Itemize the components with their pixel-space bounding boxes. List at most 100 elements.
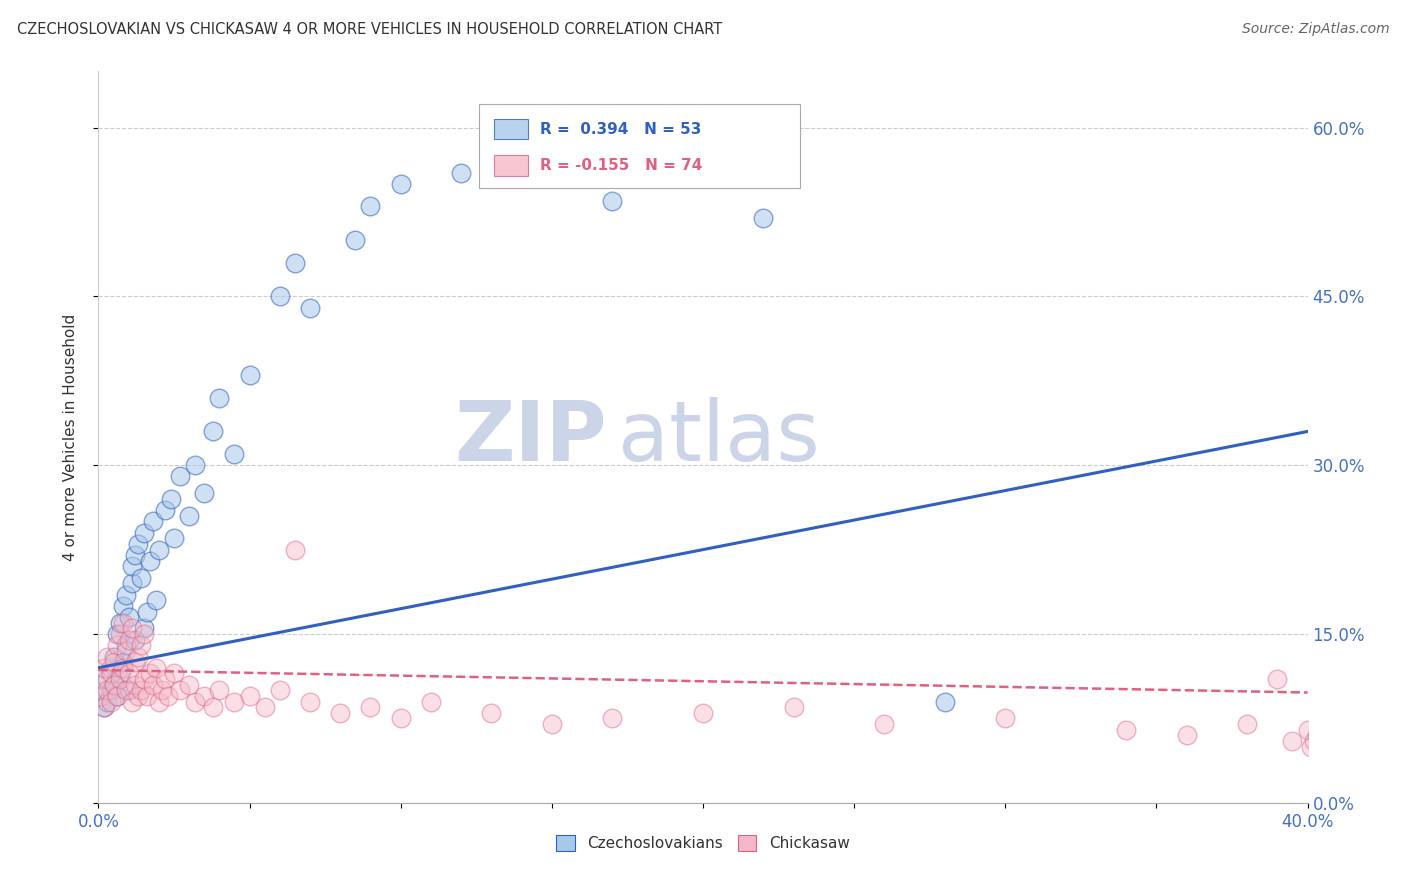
Point bbox=[160, 491, 183, 506]
Point bbox=[481, 706, 503, 720]
Point bbox=[873, 717, 896, 731]
Point bbox=[299, 301, 322, 315]
Point bbox=[121, 559, 143, 574]
Point bbox=[124, 548, 146, 562]
Point bbox=[127, 649, 149, 664]
Point bbox=[96, 694, 118, 708]
Point bbox=[105, 627, 128, 641]
Point bbox=[1115, 723, 1137, 737]
Point bbox=[105, 638, 128, 652]
Point bbox=[145, 661, 167, 675]
Point bbox=[934, 694, 956, 708]
Point bbox=[132, 627, 155, 641]
Point bbox=[118, 632, 141, 647]
Point bbox=[299, 694, 322, 708]
Point bbox=[114, 644, 136, 658]
Point bbox=[202, 700, 225, 714]
Point bbox=[129, 571, 152, 585]
FancyBboxPatch shape bbox=[494, 155, 527, 176]
Point bbox=[111, 615, 134, 630]
Point bbox=[93, 700, 115, 714]
Point bbox=[105, 689, 128, 703]
Point bbox=[108, 666, 131, 681]
Point bbox=[145, 593, 167, 607]
Point bbox=[450, 166, 472, 180]
Point bbox=[602, 194, 624, 208]
Legend: Czechoslovakians, Chickasaw: Czechoslovakians, Chickasaw bbox=[550, 830, 856, 857]
Text: R = -0.155   N = 74: R = -0.155 N = 74 bbox=[540, 158, 702, 173]
Point bbox=[994, 711, 1017, 725]
Text: Source: ZipAtlas.com: Source: ZipAtlas.com bbox=[1241, 22, 1389, 37]
Point bbox=[148, 542, 170, 557]
Point bbox=[103, 649, 125, 664]
Point bbox=[1302, 734, 1324, 748]
Text: R =  0.394   N = 53: R = 0.394 N = 53 bbox=[540, 121, 702, 136]
Point bbox=[344, 233, 367, 247]
Point bbox=[90, 689, 112, 703]
Point bbox=[208, 683, 231, 698]
Point bbox=[129, 683, 152, 698]
Text: CZECHOSLOVAKIAN VS CHICKASAW 4 OR MORE VEHICLES IN HOUSEHOLD CORRELATION CHART: CZECHOSLOVAKIAN VS CHICKASAW 4 OR MORE V… bbox=[17, 22, 723, 37]
Point bbox=[1296, 723, 1319, 737]
Point bbox=[692, 706, 714, 720]
Point bbox=[752, 211, 775, 225]
Point bbox=[329, 706, 352, 720]
Point bbox=[132, 525, 155, 540]
Point bbox=[96, 649, 118, 664]
Point bbox=[100, 694, 122, 708]
Point bbox=[156, 689, 179, 703]
Point bbox=[1267, 672, 1289, 686]
Point bbox=[90, 689, 112, 703]
Point bbox=[111, 599, 134, 613]
Point bbox=[121, 694, 143, 708]
Point bbox=[389, 177, 412, 191]
Point bbox=[148, 694, 170, 708]
Point bbox=[114, 638, 136, 652]
Point bbox=[1317, 739, 1340, 754]
Point bbox=[208, 391, 231, 405]
Point bbox=[1236, 717, 1258, 731]
FancyBboxPatch shape bbox=[494, 119, 527, 139]
Point bbox=[114, 588, 136, 602]
Point bbox=[269, 289, 291, 303]
Point bbox=[132, 672, 155, 686]
Point bbox=[193, 486, 215, 500]
Point bbox=[135, 605, 157, 619]
Point bbox=[139, 554, 162, 568]
Point bbox=[163, 532, 186, 546]
Point bbox=[239, 689, 262, 703]
Point bbox=[96, 672, 118, 686]
Point bbox=[135, 689, 157, 703]
Y-axis label: 4 or more Vehicles in Household: 4 or more Vehicles in Household bbox=[63, 313, 77, 561]
Point bbox=[1299, 739, 1322, 754]
Point bbox=[1312, 745, 1334, 759]
Point bbox=[105, 689, 128, 703]
Point bbox=[129, 638, 152, 652]
Point bbox=[132, 621, 155, 635]
Point bbox=[179, 508, 201, 523]
Point bbox=[360, 199, 382, 213]
Point bbox=[1327, 728, 1350, 742]
Point bbox=[127, 689, 149, 703]
Point bbox=[103, 678, 125, 692]
Point bbox=[108, 615, 131, 630]
Point bbox=[153, 503, 176, 517]
Point bbox=[602, 711, 624, 725]
Point bbox=[121, 621, 143, 635]
Point bbox=[284, 542, 307, 557]
Point bbox=[184, 694, 207, 708]
Point bbox=[193, 689, 215, 703]
Point bbox=[224, 694, 246, 708]
Point bbox=[169, 683, 191, 698]
Point bbox=[93, 700, 115, 714]
Point bbox=[127, 537, 149, 551]
Point bbox=[253, 700, 276, 714]
Point bbox=[124, 655, 146, 669]
Point bbox=[111, 661, 134, 675]
Point bbox=[540, 717, 562, 731]
Point bbox=[108, 672, 131, 686]
Point bbox=[118, 683, 141, 698]
Point bbox=[284, 255, 307, 269]
Point bbox=[111, 655, 134, 669]
Point bbox=[100, 661, 122, 675]
